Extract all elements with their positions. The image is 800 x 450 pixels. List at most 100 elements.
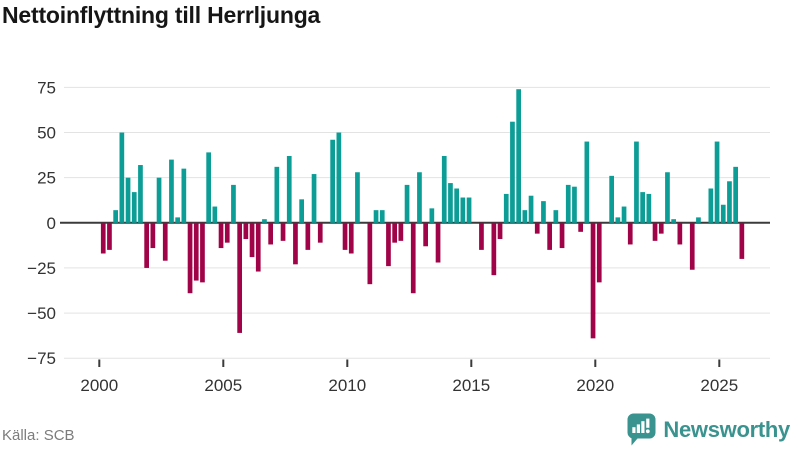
bar-negative	[410, 222, 416, 294]
bar-positive	[528, 195, 534, 223]
bar-negative	[677, 222, 683, 245]
bar-positive	[510, 121, 515, 223]
bar-positive	[262, 219, 267, 223]
bar-positive	[286, 156, 292, 223]
bar-negative	[348, 222, 354, 254]
bar-positive	[448, 183, 453, 223]
bar-positive	[231, 184, 236, 223]
bar-negative	[590, 222, 596, 339]
bar-positive	[113, 210, 118, 223]
source-note: Källa: SCB	[2, 427, 75, 444]
bar-positive	[460, 197, 466, 223]
bar-negative	[497, 222, 503, 240]
bar-positive	[696, 217, 701, 223]
bar-negative	[268, 222, 273, 245]
bar-negative	[342, 222, 348, 250]
bar-positive	[522, 210, 528, 223]
bar-negative	[435, 222, 441, 263]
newsworthy-logo: Newsworthy	[627, 413, 790, 446]
bar-negative	[398, 222, 404, 241]
bar-negative	[243, 222, 249, 240]
bar-negative	[249, 222, 255, 258]
bar-positive	[379, 210, 385, 223]
bar-positive	[156, 177, 162, 223]
bar-positive	[119, 132, 125, 223]
bar-negative	[739, 222, 745, 259]
bar-positive	[640, 192, 645, 223]
newsworthy-bar-chart-bubble-icon	[627, 413, 656, 446]
bar-positive	[181, 168, 187, 223]
bar-positive	[169, 159, 174, 223]
bar-negative	[193, 222, 199, 281]
x-tick-label: 2000	[80, 376, 118, 395]
bar-negative	[305, 222, 311, 250]
bar-negative	[224, 222, 230, 243]
y-tick-label: 0	[47, 214, 56, 233]
x-tick-label: 2005	[204, 376, 242, 395]
bar-positive	[330, 139, 335, 223]
bar-positive	[541, 201, 546, 223]
bar-positive	[417, 172, 422, 223]
bar-negative	[547, 222, 552, 250]
bar-positive	[336, 132, 342, 223]
bar-negative	[100, 222, 106, 254]
bar-positive	[373, 210, 379, 223]
bar-negative	[150, 222, 156, 249]
y-tick-label: −50	[27, 304, 56, 323]
x-tick-label: 2015	[452, 376, 490, 395]
bar-positive	[299, 199, 304, 223]
bar-negative	[162, 222, 168, 261]
bar-positive	[714, 141, 720, 223]
bar-positive	[621, 206, 627, 223]
bar-negative	[386, 222, 391, 267]
bar-negative	[596, 222, 602, 283]
bar-negative	[200, 222, 205, 283]
bar-positive	[355, 172, 360, 223]
icon-bar-1	[632, 427, 636, 433]
bar-negative	[367, 222, 373, 285]
y-tick-label: 50	[37, 124, 56, 143]
bar-positive	[646, 193, 652, 223]
bar-negative	[280, 222, 286, 241]
icon-exclamation-bar	[646, 418, 650, 428]
bar-positive	[404, 184, 410, 223]
icon-bar-3	[641, 421, 645, 433]
bar-positive	[553, 210, 559, 223]
bar-negative	[218, 222, 224, 249]
bar-positive	[212, 206, 218, 223]
bar-negative	[652, 222, 658, 241]
bar-negative	[255, 222, 261, 272]
bar-negative	[689, 222, 695, 270]
bar-positive	[720, 204, 726, 223]
bar-negative	[627, 222, 633, 245]
bar-negative	[237, 222, 242, 333]
bar-positive	[441, 156, 447, 223]
bar-negative	[559, 222, 565, 249]
bar-positive	[609, 175, 614, 223]
bar-positive	[138, 165, 143, 223]
brand-name: Newsworthy	[663, 416, 790, 442]
bar-negative	[317, 222, 323, 243]
bar-positive	[584, 141, 590, 223]
bar-positive	[274, 166, 280, 223]
bar-positive	[733, 166, 738, 223]
bar-positive	[466, 197, 472, 223]
y-tick-label: −25	[27, 259, 56, 278]
bar-positive	[615, 217, 621, 223]
bar-negative	[479, 222, 484, 250]
bar-negative	[578, 222, 583, 232]
bar-positive	[131, 192, 137, 223]
bar-negative	[392, 222, 397, 243]
bar-positive	[454, 188, 459, 223]
bar-positive	[175, 217, 180, 223]
icon-exclamation-dot	[646, 429, 651, 434]
bar-negative	[423, 222, 428, 247]
icon-bar-2	[637, 424, 641, 433]
bar-negative	[658, 222, 664, 234]
bar-positive	[311, 174, 317, 223]
bar-positive	[572, 186, 577, 223]
bar-negative	[107, 222, 112, 250]
bar-negative	[187, 222, 193, 294]
